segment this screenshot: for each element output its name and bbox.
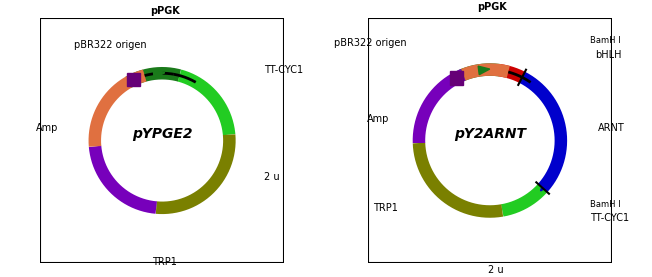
Text: TRP1: TRP1	[152, 257, 177, 267]
Text: Amp: Amp	[36, 123, 58, 133]
Text: BamH I: BamH I	[590, 36, 621, 45]
Text: pPGK: pPGK	[150, 6, 179, 16]
Text: Amp: Amp	[367, 114, 390, 124]
Text: TT-CYC1: TT-CYC1	[263, 65, 303, 75]
Polygon shape	[153, 70, 165, 78]
Polygon shape	[127, 73, 140, 86]
Text: 2 u: 2 u	[263, 172, 279, 182]
Text: pBR322 origen: pBR322 origen	[74, 40, 147, 50]
Bar	[40, 18, 284, 263]
Text: BamH I: BamH I	[590, 200, 621, 209]
Polygon shape	[450, 71, 464, 84]
Text: pPGK: pPGK	[477, 2, 507, 12]
Text: pBR322 origen: pBR322 origen	[334, 38, 407, 48]
Text: pY2ARNT: pY2ARNT	[454, 127, 526, 142]
Text: TRP1: TRP1	[373, 203, 398, 213]
Text: bHLH: bHLH	[595, 50, 621, 60]
Polygon shape	[541, 179, 551, 191]
Bar	[368, 18, 612, 263]
Text: pYPGE2: pYPGE2	[132, 127, 192, 142]
Text: TT-CYC1: TT-CYC1	[590, 213, 629, 223]
Text: 2 u: 2 u	[488, 265, 504, 275]
Polygon shape	[478, 66, 490, 75]
Text: ARNT: ARNT	[598, 123, 625, 133]
